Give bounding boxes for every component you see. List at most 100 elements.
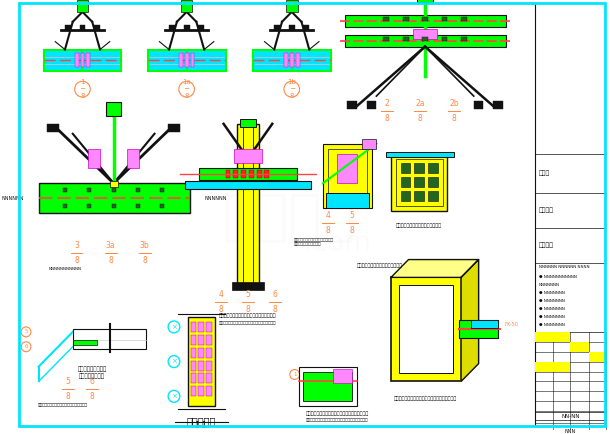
Bar (87, 188, 92, 192)
Text: ×: × (171, 393, 177, 399)
Bar (169, 25, 175, 30)
Bar (232, 283, 264, 290)
Text: FX-50: FX-50 (505, 322, 518, 327)
Bar (414, 29, 437, 39)
Bar (106, 102, 121, 116)
Bar (168, 124, 180, 132)
Bar (403, 36, 409, 41)
Bar (63, 188, 67, 192)
Bar (442, 36, 448, 41)
Bar (396, 158, 443, 206)
Bar (362, 139, 376, 148)
Bar (185, 181, 311, 189)
Text: 注：此图仅供参考，具体节点做法详见节点图: 注：此图仅供参考，具体节点做法详见节点图 (38, 403, 88, 407)
Bar (249, 171, 254, 178)
Bar (399, 285, 453, 374)
Text: 3: 3 (74, 241, 79, 250)
Bar (253, 49, 331, 71)
Bar (206, 374, 212, 383)
Bar (535, 332, 553, 342)
Text: 1
─
8: 1 ─ 8 (81, 79, 85, 99)
Bar (237, 124, 259, 287)
Bar (190, 374, 196, 383)
Bar (148, 49, 226, 71)
Bar (190, 386, 196, 396)
Text: 材料表: 材料表 (539, 171, 550, 176)
Bar (383, 17, 389, 21)
Text: 8: 8 (452, 114, 457, 123)
Bar (190, 322, 196, 332)
Bar (110, 181, 118, 187)
Bar (43, 49, 121, 71)
Text: NNN: NNN (564, 429, 576, 434)
Bar (290, 53, 293, 67)
Bar (198, 322, 204, 332)
Bar (234, 148, 262, 164)
Text: 4: 4 (325, 211, 330, 220)
Bar (284, 53, 288, 67)
Text: 8: 8 (218, 305, 223, 314)
Text: 8: 8 (142, 256, 147, 265)
Bar (43, 49, 121, 71)
Bar (337, 154, 357, 183)
Bar (87, 204, 92, 208)
Bar (442, 17, 448, 21)
Bar (553, 362, 570, 372)
Bar (190, 53, 195, 67)
Text: 6: 6 (90, 378, 95, 386)
Bar (422, 17, 428, 21)
Bar (65, 25, 71, 30)
Bar (226, 171, 231, 178)
Bar (181, 0, 193, 12)
Bar (401, 191, 411, 201)
Text: 工字钢与箱型柱刚接连接钢梁连接平立面构造方案: 工字钢与箱型柱刚接连接钢梁连接平立面构造方案 (393, 396, 457, 401)
Text: NNNNNNN: NNNNNNN (539, 283, 560, 287)
Bar (428, 191, 438, 201)
Text: ×: × (171, 324, 177, 330)
Text: 8: 8 (74, 256, 79, 265)
Text: .com: .com (303, 229, 371, 257)
Text: 2b: 2b (450, 99, 459, 108)
Text: NNNNNN NNNNNN NNNN: NNNNNN NNNNNN NNNN (539, 266, 589, 270)
Bar (347, 101, 357, 109)
Bar (328, 148, 367, 203)
Text: 节点大样图: 节点大样图 (187, 416, 216, 426)
Bar (73, 340, 97, 345)
Text: 设计依据: 设计依据 (539, 208, 554, 214)
Text: 8: 8 (246, 305, 250, 314)
Bar (303, 372, 352, 401)
Polygon shape (461, 260, 479, 381)
Bar (461, 36, 467, 41)
Text: 8: 8 (65, 392, 70, 401)
Bar (188, 317, 215, 406)
Bar (240, 119, 256, 127)
Text: ● NNNNNNN: ● NNNNNNN (539, 291, 565, 295)
Bar (241, 171, 246, 178)
Bar (428, 164, 438, 173)
Bar (274, 25, 280, 30)
Bar (589, 352, 606, 362)
Bar (386, 151, 454, 157)
Text: 8: 8 (273, 305, 278, 314)
Text: ● NNNNNNN: ● NNNNNNN (539, 299, 565, 303)
Bar (179, 53, 183, 67)
Bar (332, 368, 352, 383)
Bar (206, 361, 212, 371)
Bar (391, 277, 461, 381)
Text: 1-1: 1-1 (195, 421, 207, 430)
Bar (206, 322, 212, 332)
Text: ● NNNNNNN: ● NNNNNNN (539, 323, 565, 327)
Text: 6: 6 (24, 344, 28, 349)
Text: NNNNNN: NNNNNN (204, 196, 227, 201)
Bar (401, 178, 411, 187)
Bar (414, 164, 424, 173)
Text: 工程概况: 工程概况 (539, 243, 554, 248)
Bar (77, 0, 88, 12)
Bar (417, 0, 433, 2)
Bar (198, 361, 204, 371)
Text: 8: 8 (109, 256, 113, 265)
Text: 8: 8 (90, 392, 95, 401)
Text: ×: × (171, 358, 177, 365)
Bar (303, 25, 309, 30)
Bar (112, 188, 115, 192)
